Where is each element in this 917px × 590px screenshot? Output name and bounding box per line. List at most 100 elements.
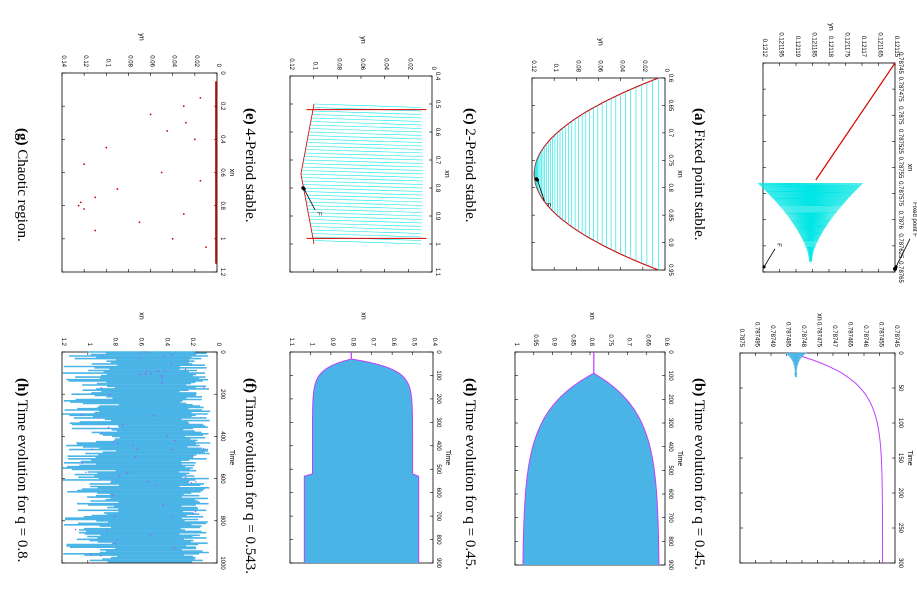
y-tick-label: 0.121185 bbox=[811, 32, 817, 57]
chaotic-point bbox=[145, 351, 147, 353]
caption-g: (g) Chaotic region. bbox=[14, 128, 30, 242]
y-tick-label: 0.121175 bbox=[844, 32, 850, 57]
y-tick-label: 0.06 bbox=[359, 58, 365, 70]
chaotic-point bbox=[184, 476, 187, 479]
x-tick-label: 1000 bbox=[219, 556, 225, 570]
chaotic-point bbox=[112, 441, 115, 444]
y-axis-label: xn bbox=[360, 312, 367, 320]
y-tick-label: 0.02 bbox=[641, 60, 647, 72]
orbit-segment bbox=[308, 212, 423, 217]
chaotic-point bbox=[107, 426, 110, 429]
x-tick-label: 0 bbox=[219, 350, 225, 354]
y-tick-label: 0.8 bbox=[588, 338, 594, 347]
x-tick-label: 0.7 bbox=[667, 129, 673, 138]
y-tick-label: 0.12118 bbox=[827, 36, 833, 58]
chaotic-point bbox=[109, 393, 111, 396]
scatter-point bbox=[77, 204, 80, 207]
x-tick-label: 700 bbox=[435, 511, 441, 522]
x-tick-label: 100 bbox=[897, 418, 903, 429]
y-tick-label: 1 bbox=[86, 343, 92, 347]
chaotic-point bbox=[202, 386, 205, 388]
orbit-segment bbox=[302, 180, 423, 185]
x-tick-label: 0.78745 bbox=[897, 52, 903, 74]
x-tick-label: 0.78765 bbox=[897, 261, 903, 283]
chaotic-point bbox=[114, 542, 116, 544]
chaotic-point bbox=[161, 377, 163, 379]
x-tick-label: 0.6 bbox=[434, 128, 440, 137]
scatter-point bbox=[149, 113, 152, 116]
x-tick-label: 200 bbox=[897, 488, 903, 499]
chaotic-point bbox=[155, 484, 157, 486]
x-tick-label: 600 bbox=[435, 488, 441, 499]
manifold-line bbox=[815, 62, 896, 181]
chaotic-point bbox=[140, 351, 142, 353]
chaotic-point bbox=[147, 481, 150, 483]
chaotic-point bbox=[112, 495, 114, 497]
chaotic-point bbox=[190, 482, 192, 484]
chaotic-point bbox=[157, 370, 160, 372]
orbit-segment bbox=[304, 152, 423, 157]
upper-envelope bbox=[522, 352, 595, 565]
y-tick-label: 0.78747 bbox=[831, 325, 837, 347]
x-tick-label: 150 bbox=[897, 453, 903, 464]
x-tick-label: 1 bbox=[219, 237, 225, 241]
scatter-point bbox=[94, 229, 97, 232]
x-tick-label: 0.787475 bbox=[897, 77, 903, 103]
chaotic-point bbox=[100, 555, 102, 557]
orbit-segment bbox=[302, 166, 424, 171]
x-tick-label: 700 bbox=[667, 513, 673, 524]
chaotic-point bbox=[171, 354, 174, 356]
y-tick-label: 0.12119 bbox=[794, 36, 800, 58]
y-tick-label: 0.12 bbox=[288, 58, 294, 70]
y-tick-label: 0 bbox=[663, 69, 669, 73]
panel-g: 0 0.2 0.4 0.6 0.8 1 1.2 0 0.02 0.04 0.06 0.08 0.1 0.1… bbox=[60, 33, 235, 277]
y-tick-label: 0.6 bbox=[390, 338, 396, 347]
x-tick-label: 0.787525 bbox=[897, 129, 903, 155]
plot-frame bbox=[61, 72, 218, 273]
x-tick-label: 800 bbox=[219, 516, 225, 527]
y-tick-label: 0.02 bbox=[193, 55, 199, 67]
orbit-segment bbox=[312, 114, 422, 119]
y-axis-label: yn bbox=[138, 33, 145, 41]
x-axis-label: Time bbox=[676, 451, 683, 466]
scatter-point bbox=[105, 146, 108, 149]
chaotic-point bbox=[97, 417, 100, 419]
scatter-point bbox=[171, 237, 174, 240]
panel-c: 0.6 0.65 0.7 0.75 0.8 0.85 0.9 0.95 0 0.02 0.04 0.0… bbox=[530, 38, 683, 276]
chaotic-point bbox=[134, 456, 136, 458]
panel-a: 0.78745 0.787475 0.7875 0.787525 0.78755 0.78… bbox=[757, 23, 917, 284]
x-tick-label: 0.9 bbox=[667, 238, 673, 247]
orbit-segment bbox=[306, 201, 423, 206]
y-tick-label: 0.06 bbox=[149, 55, 155, 67]
caption-b: (b) Time evolution for q = 0.45. bbox=[691, 378, 707, 570]
scatter-point bbox=[182, 213, 185, 215]
chaotic-point bbox=[136, 448, 139, 450]
y-tick-label: 0.787455 bbox=[878, 322, 884, 348]
chaotic-point bbox=[81, 462, 83, 465]
attractor-curve bbox=[300, 103, 315, 245]
caption-a: (a) Fixed point stable. bbox=[691, 108, 707, 241]
chaotic-point bbox=[85, 471, 87, 473]
x-tick-label: 0.95 bbox=[667, 264, 673, 276]
chaotic-point bbox=[170, 449, 173, 451]
orbit-segment bbox=[310, 124, 422, 129]
scatter-point bbox=[160, 171, 163, 174]
y-tick-label: 1.1 bbox=[288, 338, 294, 347]
x-tick-label: 600 bbox=[667, 489, 673, 500]
caption-h: (h) Time evolution for q = 0.8. bbox=[14, 378, 30, 563]
x-tick-label: 400 bbox=[667, 442, 673, 453]
y-tick-label: 0.9 bbox=[551, 338, 557, 347]
scatter-point bbox=[205, 246, 207, 249]
y-tick-label: 0.4 bbox=[163, 338, 169, 347]
x-tick-label: 0.2 bbox=[219, 102, 225, 111]
y-tick-label: 0.1 bbox=[552, 64, 558, 73]
y-tick-label: 0.5 bbox=[411, 338, 417, 347]
annotation-label: Fixed point F bbox=[911, 202, 917, 237]
orbit-segment bbox=[302, 163, 424, 168]
x-tick-label: 200 bbox=[667, 394, 673, 405]
x-tick-label: 400 bbox=[435, 441, 441, 452]
x-tick-label: 0.78755 bbox=[897, 157, 903, 179]
x-tick-label: 0.8 bbox=[434, 184, 440, 193]
annotation-label: F bbox=[775, 243, 781, 247]
